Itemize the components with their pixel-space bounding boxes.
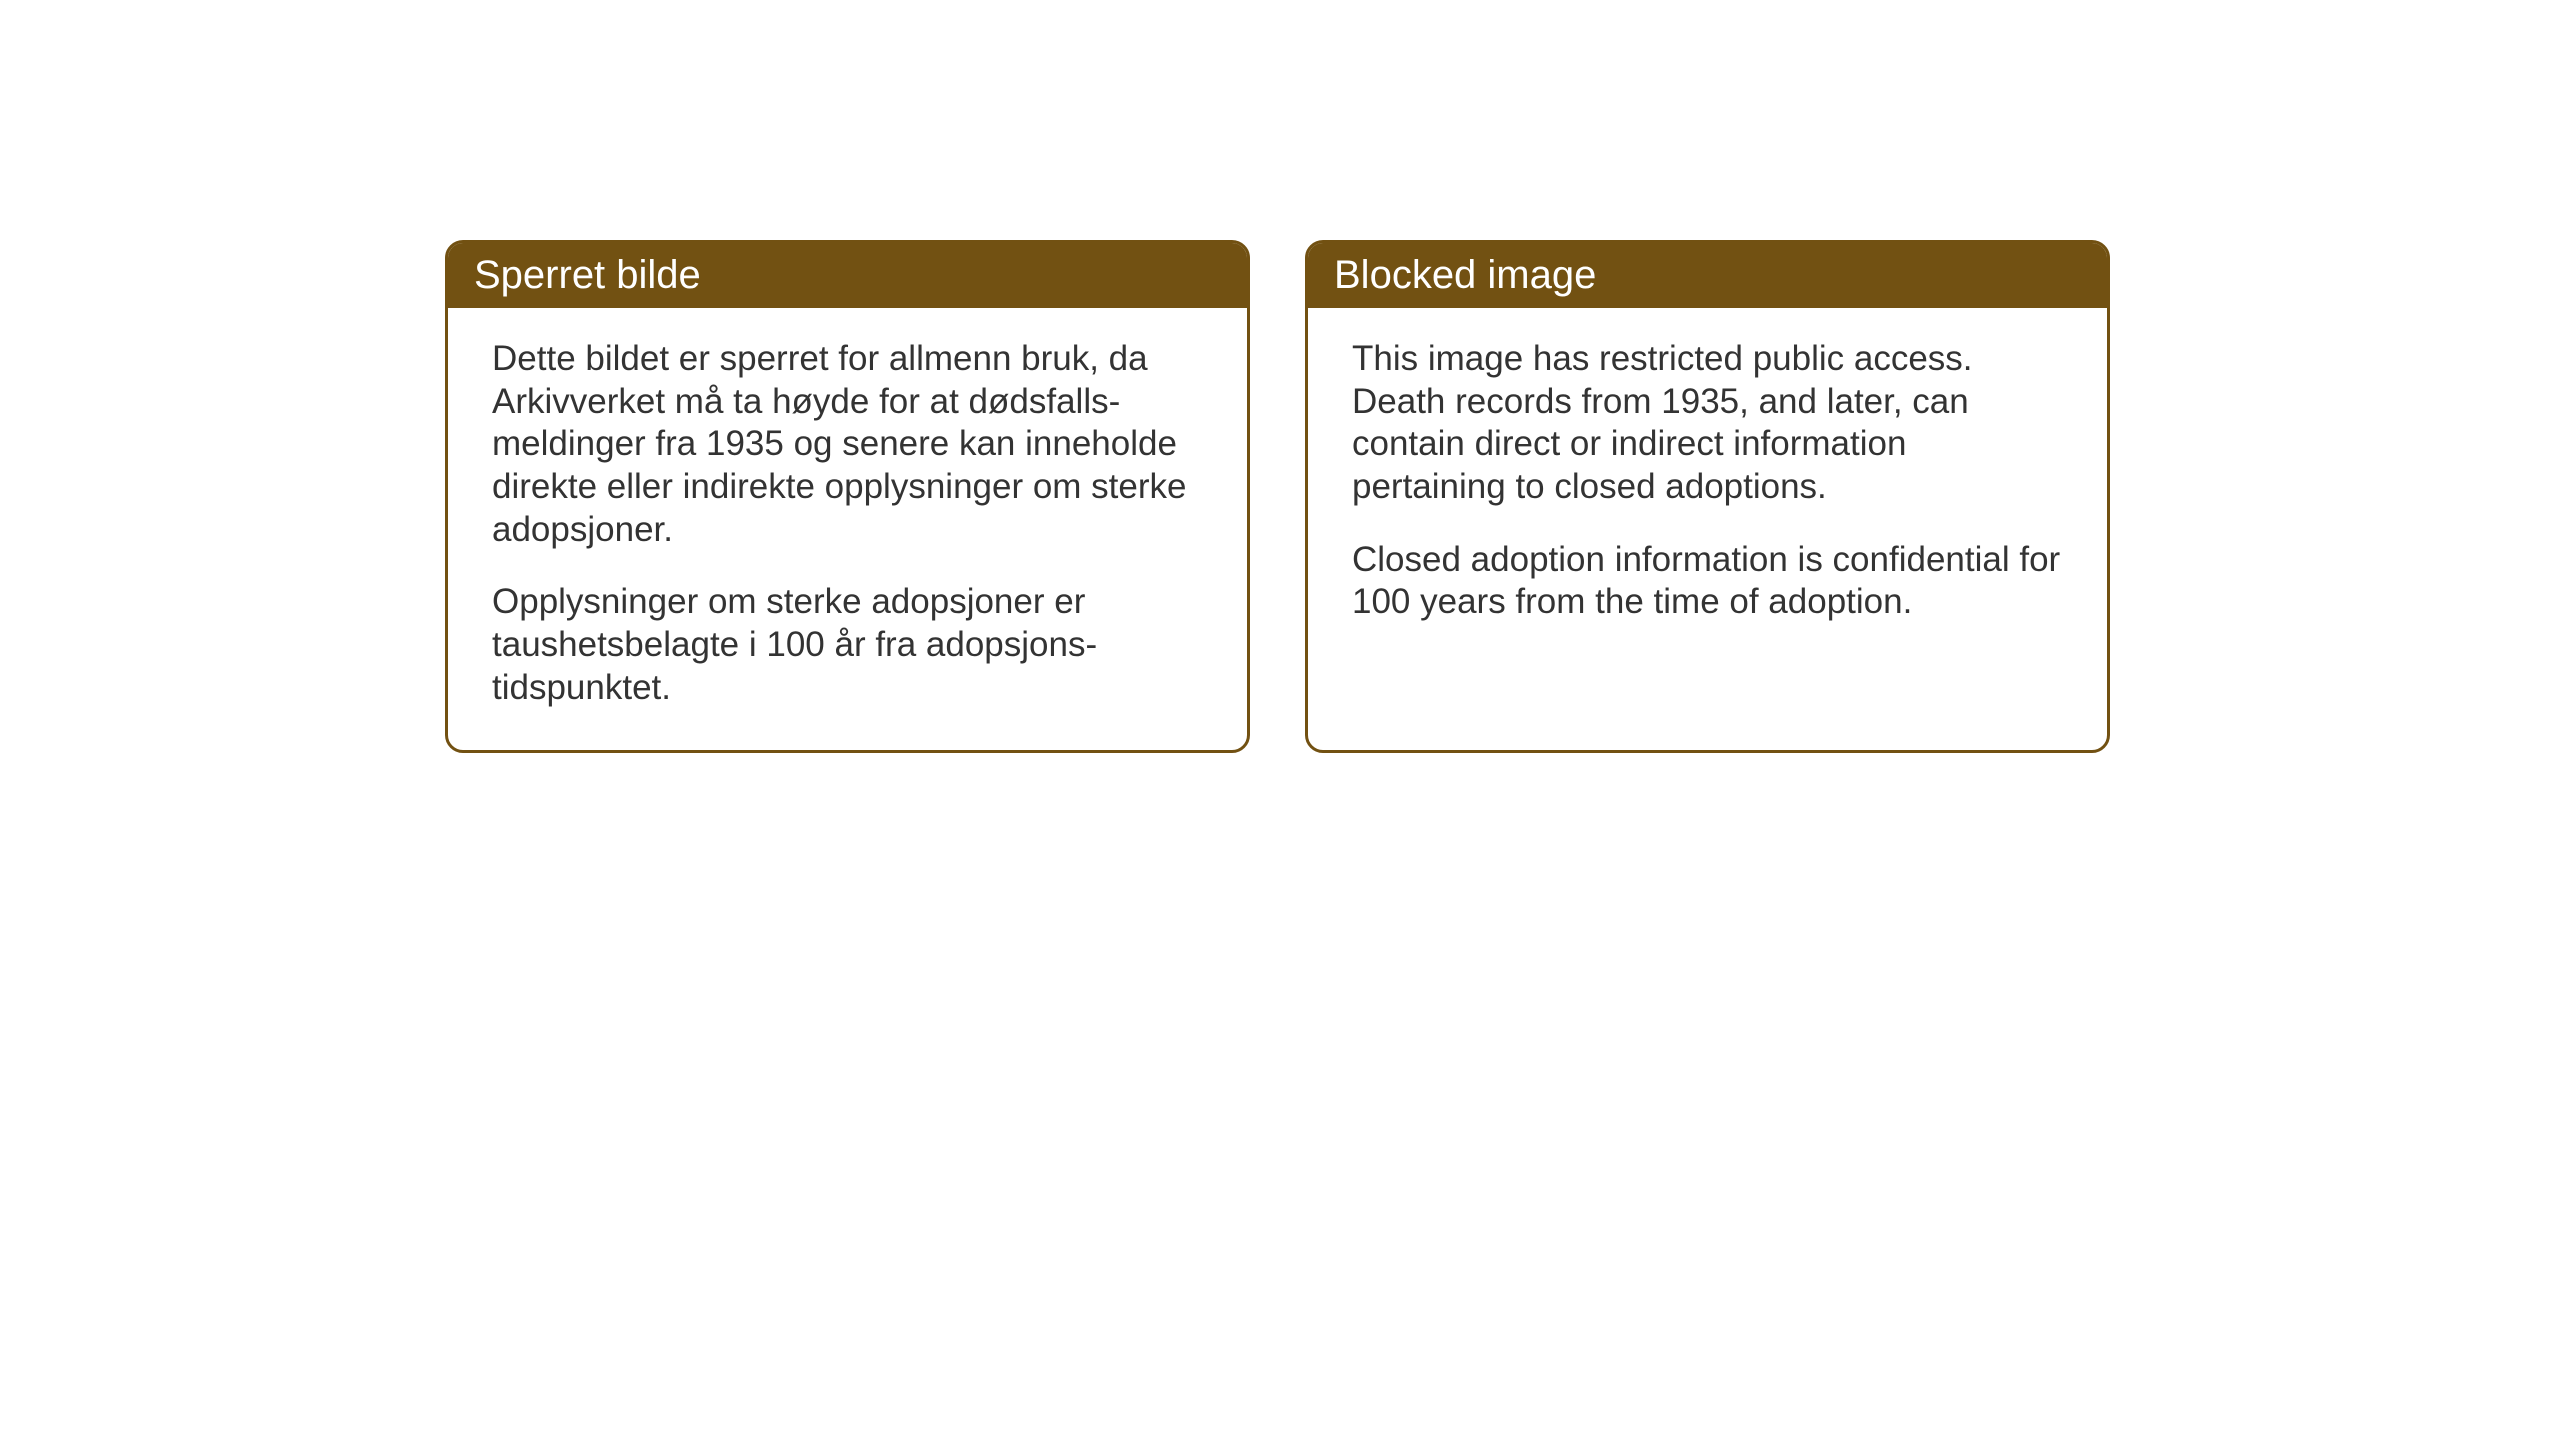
english-card: Blocked image This image has restricted … — [1305, 240, 2110, 753]
norwegian-card-body: Dette bildet er sperret for allmenn bruk… — [448, 308, 1247, 750]
english-card-title: Blocked image — [1334, 253, 1596, 297]
norwegian-card: Sperret bilde Dette bildet er sperret fo… — [445, 240, 1250, 753]
english-card-body: This image has restricted public access.… — [1308, 308, 2107, 698]
norwegian-paragraph-2: Opplysninger om sterke adopsjoner er tau… — [492, 581, 1203, 709]
english-paragraph-2: Closed adoption information is confident… — [1352, 539, 2063, 624]
norwegian-card-header: Sperret bilde — [448, 243, 1247, 308]
cards-container: Sperret bilde Dette bildet er sperret fo… — [445, 240, 2110, 753]
english-card-header: Blocked image — [1308, 243, 2107, 308]
norwegian-paragraph-1: Dette bildet er sperret for allmenn bruk… — [492, 338, 1203, 551]
norwegian-card-title: Sperret bilde — [474, 253, 701, 297]
english-paragraph-1: This image has restricted public access.… — [1352, 338, 2063, 509]
